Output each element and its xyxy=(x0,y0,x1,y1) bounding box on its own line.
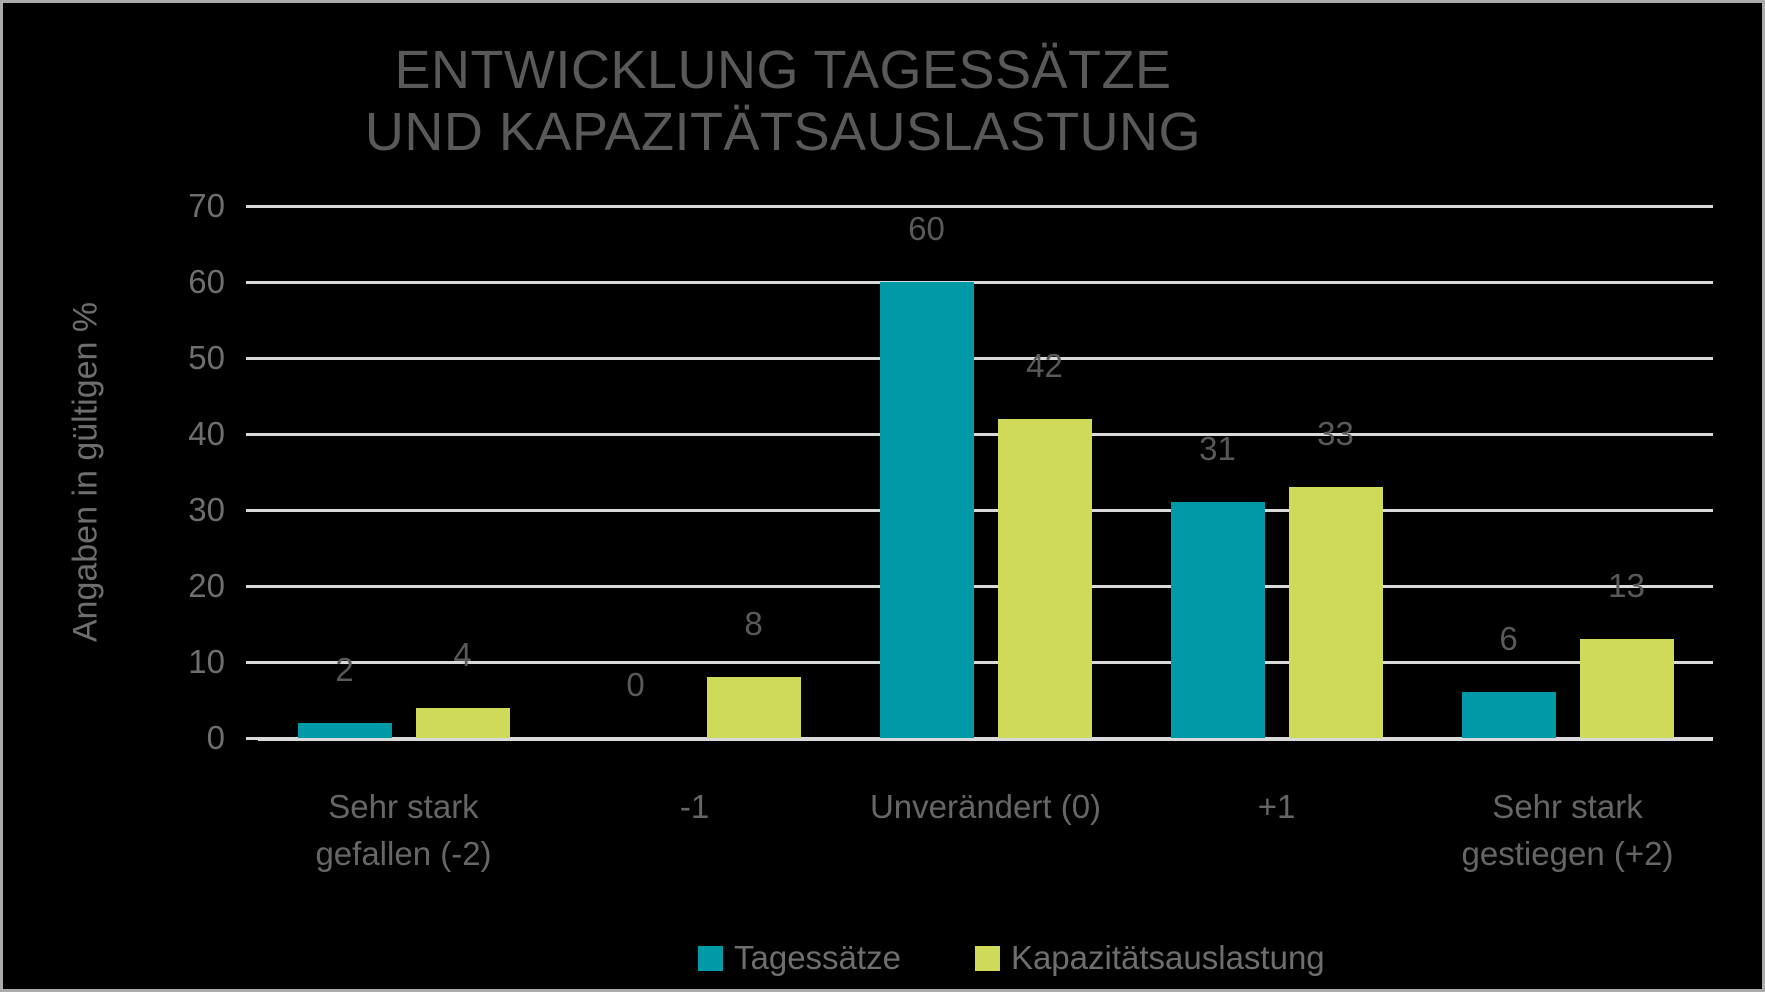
y-tickmark-20 xyxy=(246,584,258,588)
data-label-kapazitätsauslastung-1: 8 xyxy=(744,605,763,643)
y-tick-label-40: 40 xyxy=(188,415,225,452)
data-label-tagessätze-1: 0 xyxy=(626,666,645,703)
y-tickmark-50 xyxy=(246,356,258,360)
x-axis-label-line: +1 xyxy=(1257,788,1296,825)
x-axis-label-line: gefallen (-2) xyxy=(315,835,492,872)
gridline-10 xyxy=(258,660,1713,664)
gridline-30 xyxy=(258,508,1713,512)
y-tickmark-30 xyxy=(246,508,258,512)
bar-tagessätze-2 xyxy=(879,282,974,738)
legend-swatch-icon xyxy=(974,945,1000,971)
data-label-kapazitätsauslastung-2: 42 xyxy=(1026,346,1063,384)
bar-kapazitätsauslastung-2 xyxy=(997,418,1092,738)
data-label-tagessätze-2: 60 xyxy=(908,210,945,247)
legend-swatch-icon xyxy=(698,945,723,971)
data-label-tagessätze-4: 6 xyxy=(1499,620,1518,658)
chart-title: ENTWICKLUNG TAGESSÄTZE UND KAPAZITÄTSAUS… xyxy=(83,39,1483,163)
gridline-40 xyxy=(258,432,1713,436)
gridline-50 xyxy=(258,356,1713,360)
bar-kapazitätsauslastung-3 xyxy=(1288,487,1383,738)
chart-title-line1: ENTWICKLUNG TAGESSÄTZE xyxy=(394,40,1172,100)
data-label-kapazitätsauslastung-4: 13 xyxy=(1608,567,1645,605)
y-axis-title: Angaben in gültigen % xyxy=(66,301,105,643)
gridline-0 xyxy=(258,736,1713,741)
y-tickmark-60 xyxy=(246,280,258,284)
gridline-70 xyxy=(258,204,1713,208)
y-tickmark-40 xyxy=(246,432,258,436)
y-tickmark-10 xyxy=(246,660,258,664)
bar-tagessätze-0 xyxy=(297,722,392,738)
bar-kapazitätsauslastung-1 xyxy=(706,677,801,738)
x-axis-label-2: Unverändert (0) xyxy=(870,783,1101,830)
x-axis-label-line: Sehr stark xyxy=(328,788,479,825)
x-axis-label-0: Sehr stark gefallen (-2) xyxy=(315,783,491,877)
y-tick-label-20: 20 xyxy=(188,567,225,604)
bar-kapazitätsauslastung-0 xyxy=(415,707,510,738)
x-axis-label-1: -1 xyxy=(680,783,709,830)
gridline-20 xyxy=(258,584,1713,588)
data-label-kapazitätsauslastung-0: 4 xyxy=(453,635,472,673)
legend-label-0: Tagessätze xyxy=(734,939,901,976)
legend-item-1: Kapazitätsauslastung xyxy=(974,939,1325,977)
data-label-tagessätze-0: 2 xyxy=(335,650,354,688)
bar-tagessätze-3 xyxy=(1170,502,1265,738)
x-axis-label-line: gestiegen (+2) xyxy=(1461,835,1674,872)
bar-tagessätze-4 xyxy=(1461,692,1556,738)
data-label-tagessätze-3: 31 xyxy=(1199,430,1236,468)
legend: Tagessätze Kapazitätsauslastung xyxy=(698,939,1325,977)
y-tick-label-0: 0 xyxy=(206,719,225,756)
x-axis-label-line: -1 xyxy=(679,788,710,825)
y-tick-label-60: 60 xyxy=(188,263,225,300)
y-tick-label-10: 10 xyxy=(188,643,225,680)
legend-item-0: Tagessätze xyxy=(698,939,901,977)
y-tickmark-70 xyxy=(246,204,258,208)
x-axis-label-4: Sehr stark gestiegen (+2) xyxy=(1462,783,1674,877)
legend-label-1: Kapazitätsauslastung xyxy=(1010,939,1325,976)
y-tick-label-70: 70 xyxy=(188,187,225,224)
y-tick-label-50: 50 xyxy=(188,339,225,376)
chart-title-line2: UND KAPAZITÄTSAUSLASTUNG xyxy=(364,102,1202,162)
y-tickmark-0 xyxy=(246,736,258,740)
x-axis-label-3: +1 xyxy=(1258,783,1296,830)
y-tick-label-30: 30 xyxy=(188,491,225,528)
x-axis-label-line: Sehr stark xyxy=(1492,788,1643,825)
x-axis-label-line: Unverändert (0) xyxy=(869,788,1102,825)
gridline-60 xyxy=(258,280,1713,284)
data-label-kapazitätsauslastung-3: 33 xyxy=(1317,415,1354,453)
bar-kapazitätsauslastung-4 xyxy=(1579,639,1674,738)
